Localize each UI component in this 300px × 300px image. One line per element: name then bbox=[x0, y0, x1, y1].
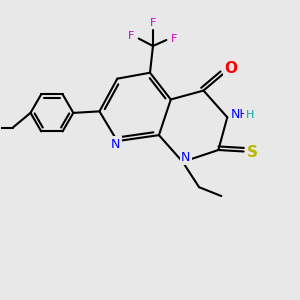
Text: N: N bbox=[111, 138, 121, 151]
Text: N: N bbox=[181, 151, 190, 164]
Text: F: F bbox=[128, 31, 134, 41]
Text: O: O bbox=[225, 61, 238, 76]
Text: F: F bbox=[171, 34, 177, 44]
Text: H: H bbox=[245, 110, 254, 120]
Text: F: F bbox=[150, 18, 156, 28]
Text: S: S bbox=[246, 145, 257, 160]
Text: NH: NH bbox=[230, 108, 249, 121]
